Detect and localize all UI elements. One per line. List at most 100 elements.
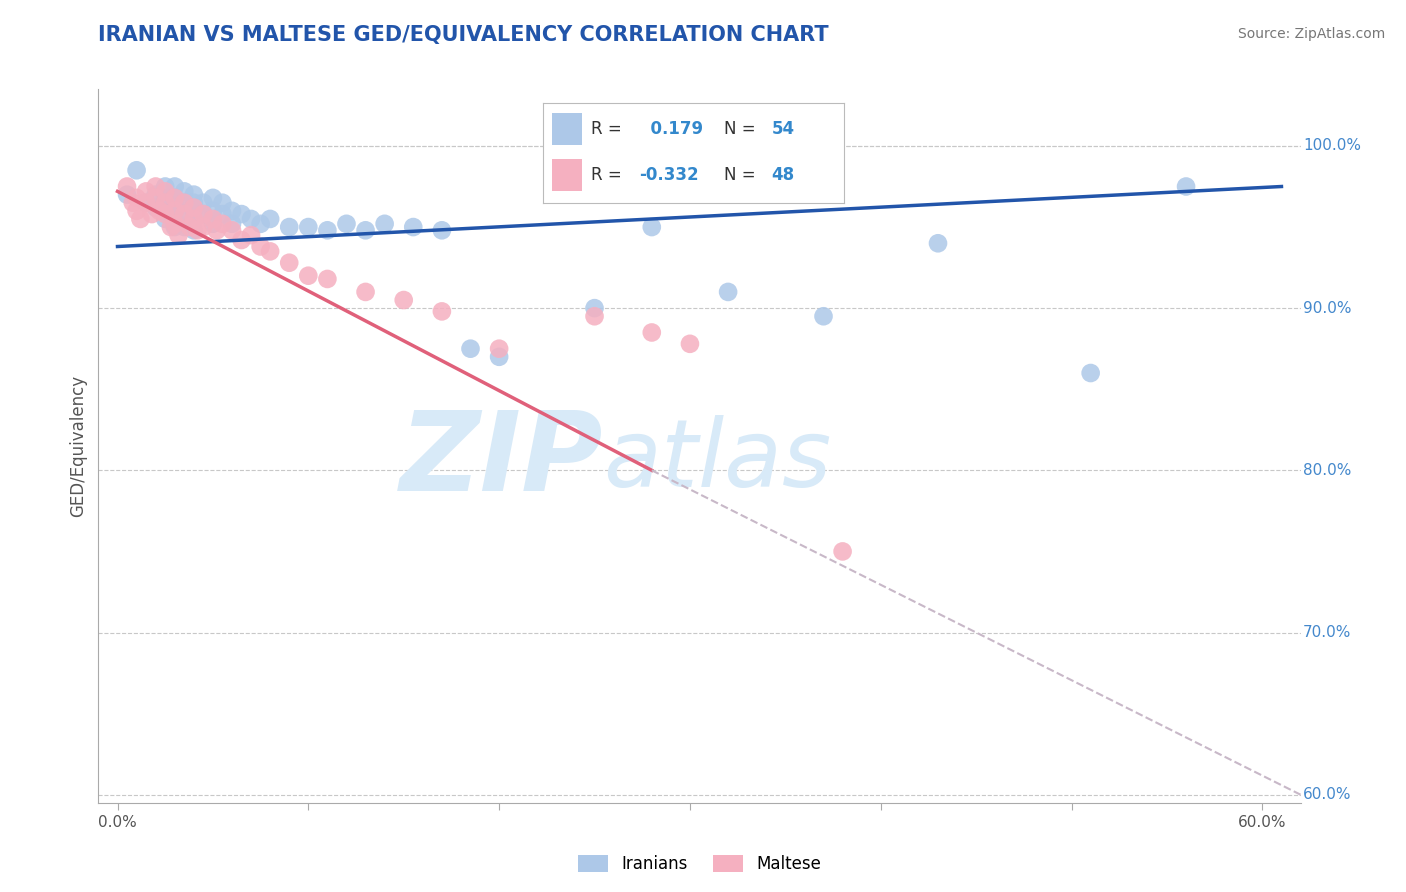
Point <box>115 187 138 202</box>
Text: N =: N = <box>724 167 755 185</box>
Point <box>249 217 271 231</box>
Point <box>278 256 301 270</box>
Point <box>221 223 243 237</box>
Point <box>125 203 148 218</box>
Point <box>259 244 281 259</box>
Point <box>173 195 195 210</box>
Point <box>125 163 148 178</box>
Point <box>179 220 201 235</box>
Text: N =: N = <box>724 120 755 138</box>
Point <box>183 211 205 226</box>
Point <box>278 220 301 235</box>
Point <box>679 336 702 351</box>
Point <box>135 195 157 210</box>
Point <box>145 191 167 205</box>
Point <box>717 285 740 299</box>
Point <box>160 220 183 235</box>
Point <box>173 207 195 221</box>
Point <box>205 223 228 237</box>
Point <box>155 207 177 221</box>
Point <box>488 350 510 364</box>
Point <box>249 239 271 253</box>
Legend: Iranians, Maltese: Iranians, Maltese <box>571 848 828 880</box>
Point <box>183 195 205 210</box>
Y-axis label: GED/Equivalency: GED/Equivalency <box>69 375 87 517</box>
Text: 48: 48 <box>772 167 794 185</box>
Point <box>193 207 215 221</box>
Point <box>374 217 396 231</box>
Point <box>402 220 425 235</box>
Point <box>335 217 357 231</box>
Point <box>173 220 195 235</box>
Point <box>316 272 339 286</box>
Point <box>163 203 186 218</box>
Point <box>167 228 190 243</box>
Point <box>392 293 415 307</box>
Point <box>155 185 177 199</box>
Text: 54: 54 <box>772 120 794 138</box>
Point <box>163 220 186 235</box>
Point <box>135 195 157 210</box>
Point <box>163 179 186 194</box>
Point <box>354 285 377 299</box>
Point <box>641 220 664 235</box>
Point <box>193 220 215 235</box>
Text: 60.0%: 60.0% <box>1303 788 1351 802</box>
Point <box>163 195 186 210</box>
Point <box>583 301 606 315</box>
Point <box>155 195 177 210</box>
Point <box>173 195 195 210</box>
Point <box>163 217 186 231</box>
Point <box>148 203 170 218</box>
Point <box>163 211 186 226</box>
Point <box>231 233 253 247</box>
Point <box>129 211 152 226</box>
Point <box>155 179 177 194</box>
Point <box>488 342 510 356</box>
Text: IRANIAN VS MALTESE GED/EQUIVALENCY CORRELATION CHART: IRANIAN VS MALTESE GED/EQUIVALENCY CORRE… <box>98 25 830 45</box>
Point <box>201 211 224 226</box>
Point <box>240 211 263 226</box>
Point <box>183 201 205 215</box>
Point <box>221 217 243 231</box>
Point <box>201 191 224 205</box>
Point <box>183 211 205 226</box>
Point <box>155 203 177 218</box>
Text: 100.0%: 100.0% <box>1303 138 1361 153</box>
Point <box>316 223 339 237</box>
Point <box>193 207 215 221</box>
Point <box>231 207 253 221</box>
Point <box>183 203 205 218</box>
Point <box>460 342 482 356</box>
Text: Source: ZipAtlas.com: Source: ZipAtlas.com <box>1237 27 1385 41</box>
Point <box>297 220 319 235</box>
Point <box>125 191 148 205</box>
Point <box>211 195 233 210</box>
Text: 70.0%: 70.0% <box>1303 625 1351 640</box>
FancyBboxPatch shape <box>553 113 582 145</box>
Point <box>430 304 453 318</box>
Point <box>211 207 233 221</box>
Point <box>155 191 177 205</box>
Text: atlas: atlas <box>603 415 831 506</box>
Point <box>135 185 157 199</box>
Point <box>163 203 186 218</box>
Point <box>115 179 138 194</box>
Point <box>259 211 281 226</box>
Text: R =: R = <box>592 167 621 185</box>
Point <box>183 223 205 237</box>
Point <box>145 179 167 194</box>
Point <box>173 185 195 199</box>
Point <box>430 223 453 237</box>
Point <box>163 191 186 205</box>
Point <box>201 203 224 218</box>
FancyBboxPatch shape <box>553 160 582 192</box>
Point <box>145 201 167 215</box>
Text: ZIP: ZIP <box>399 407 603 514</box>
Point <box>193 195 215 210</box>
Point <box>583 310 606 324</box>
Point <box>121 195 143 210</box>
Text: 80.0%: 80.0% <box>1303 463 1351 478</box>
Point <box>163 191 186 205</box>
Point <box>187 223 209 237</box>
